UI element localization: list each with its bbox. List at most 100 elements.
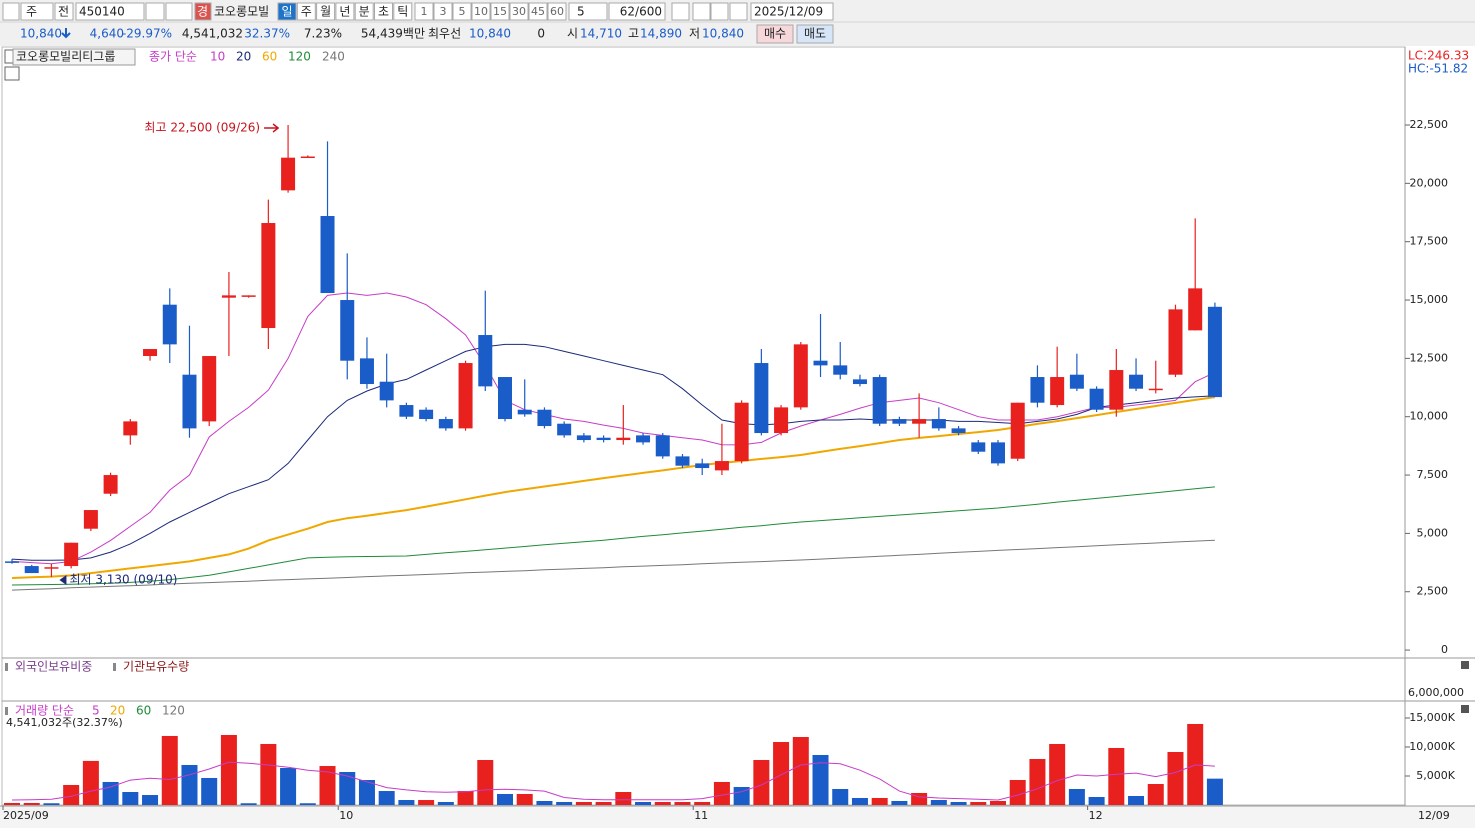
candle-body xyxy=(438,419,453,429)
volume-bar xyxy=(1108,747,1125,805)
candle-body xyxy=(1050,377,1065,406)
window-icon[interactable] xyxy=(2,2,20,21)
candle-body xyxy=(281,157,296,191)
number-label[interactable]: 10 xyxy=(474,5,488,18)
candle-body xyxy=(695,463,710,469)
y-tick-label: 22,500 xyxy=(1410,118,1449,131)
volume-bar xyxy=(536,800,553,805)
search-button[interactable] xyxy=(145,2,165,21)
number-label[interactable]: 5 xyxy=(459,5,466,18)
legend-marker xyxy=(5,663,8,671)
count-value[interactable]: 5 xyxy=(577,5,585,19)
number-label[interactable]: 45 xyxy=(531,5,545,18)
candle-body xyxy=(675,456,690,466)
number-button[interactable] xyxy=(547,2,567,21)
candle-body xyxy=(182,374,197,429)
interval-button[interactable] xyxy=(354,2,374,21)
plot-frame xyxy=(1,46,1406,806)
period-type[interactable]: 주 xyxy=(26,5,37,19)
volume-bar xyxy=(1049,743,1066,805)
volume-bar xyxy=(299,803,316,805)
interval-label[interactable]: 틱 xyxy=(397,5,408,19)
candle-body xyxy=(379,381,394,401)
buy-label[interactable]: 매수 xyxy=(764,27,786,41)
y-tick-label: 10,000K xyxy=(1409,740,1455,753)
volume-ma-line xyxy=(11,761,1215,801)
number-button[interactable] xyxy=(471,2,491,21)
candle-body xyxy=(517,409,532,415)
volume-bar xyxy=(181,764,198,805)
stat-label: LC:246.33 xyxy=(1408,49,1469,63)
quote-volume: 4,541,032 xyxy=(182,27,243,41)
interval-label[interactable]: 주 xyxy=(301,5,312,19)
number-label[interactable]: 15 xyxy=(493,5,507,18)
interval-label[interactable]: 년 xyxy=(339,5,350,19)
candle-body xyxy=(971,442,986,452)
prev-label[interactable]: 전 xyxy=(58,5,69,19)
y-tick-label: 5,000 xyxy=(1417,526,1449,539)
volume-bar xyxy=(1128,796,1145,805)
candle-body xyxy=(359,358,374,385)
volume-bar xyxy=(891,800,908,805)
legend-entry: 외국인보유비중 xyxy=(15,660,92,674)
volume-bar xyxy=(142,795,159,805)
tool-icon[interactable] xyxy=(729,2,748,21)
interval-label[interactable]: 월 xyxy=(320,5,331,19)
interval-button[interactable] xyxy=(374,2,393,21)
interval-button[interactable] xyxy=(393,2,413,21)
number-button[interactable] xyxy=(509,2,529,21)
code-input[interactable] xyxy=(75,2,145,21)
sell-label[interactable]: 매도 xyxy=(804,27,826,41)
number-label[interactable]: 30 xyxy=(512,5,526,18)
volume-bar xyxy=(63,784,80,805)
date[interactable]: 2025/12/09 xyxy=(754,5,823,19)
volume-bar xyxy=(930,800,947,805)
candle-body xyxy=(64,542,79,567)
close-panel[interactable] xyxy=(1461,661,1469,669)
candle-body xyxy=(931,419,946,429)
number-button[interactable] xyxy=(414,2,434,21)
count-input[interactable] xyxy=(568,2,608,21)
interval-button[interactable] xyxy=(296,2,316,21)
number-button[interactable] xyxy=(528,2,548,21)
candle-body xyxy=(261,223,276,329)
interval-label[interactable]: 초 xyxy=(378,5,389,19)
close-panel[interactable] xyxy=(1461,705,1469,713)
interval-button[interactable] xyxy=(316,2,336,21)
number-label[interactable]: 3 xyxy=(440,5,447,18)
number-button[interactable] xyxy=(433,2,453,21)
interval-label[interactable]: 분 xyxy=(359,5,370,19)
candle-body xyxy=(951,428,966,434)
settings-icon[interactable] xyxy=(4,66,20,81)
interval-button[interactable] xyxy=(335,2,355,21)
stock-code[interactable]: 450140 xyxy=(79,5,125,19)
candle-body xyxy=(498,377,512,420)
market-badge: 경 xyxy=(197,5,208,19)
number-label[interactable]: 60 xyxy=(550,5,564,18)
candle-body xyxy=(1089,388,1104,410)
buy-button[interactable] xyxy=(756,24,794,44)
candle-body xyxy=(774,407,789,434)
candle-body xyxy=(813,360,828,366)
sound-button[interactable] xyxy=(165,2,193,21)
volume-bar xyxy=(43,803,60,805)
interval-button[interactable] xyxy=(277,2,297,21)
tool-icon[interactable] xyxy=(671,2,690,21)
date-input[interactable] xyxy=(750,2,834,21)
y-tick-label: 2,500 xyxy=(1417,585,1449,598)
period-select[interactable] xyxy=(20,2,54,21)
number-button[interactable] xyxy=(452,2,472,21)
sell-button[interactable] xyxy=(796,24,834,44)
prev-button[interactable] xyxy=(54,2,74,21)
volume-bar xyxy=(477,759,494,805)
number-button[interactable] xyxy=(490,2,510,21)
quote-price: 10,840 xyxy=(20,27,62,41)
y-tick-label: 6,000,000 xyxy=(1408,686,1464,699)
tool-icon[interactable] xyxy=(692,2,711,21)
number-label[interactable]: 1 xyxy=(421,5,428,18)
tool-icon[interactable] xyxy=(710,2,729,21)
interval-label[interactable]: 일 xyxy=(281,5,292,19)
legend-entry: 5 xyxy=(92,704,100,718)
candle-body xyxy=(537,409,552,427)
